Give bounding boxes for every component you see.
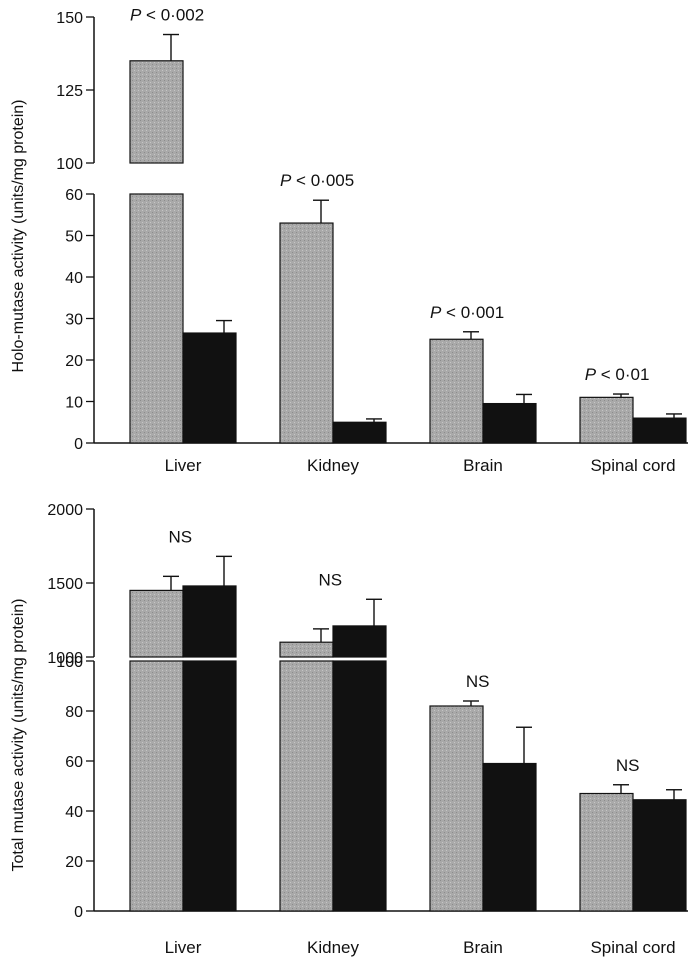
- bar-treated: [332, 660, 387, 912]
- significance-label: P < 0·002: [130, 6, 204, 25]
- holo-mutase-chart: Holo-mutase activity (units/mg protein) …: [10, 6, 688, 475]
- y-tick-label: 40: [65, 270, 83, 287]
- category-label: Kidney: [307, 456, 359, 475]
- y-tick-label: 80: [65, 704, 83, 721]
- bar-treated: [182, 660, 237, 912]
- significance-label: NS: [466, 672, 490, 691]
- bar-treated: [182, 332, 237, 444]
- y-tick-label: 1500: [47, 576, 83, 593]
- category-label: Brain: [463, 938, 503, 957]
- total-mutase-chart: Total mutase activity (units/mg protein)…: [10, 502, 688, 957]
- bar-control: [129, 660, 184, 912]
- bar-control: [129, 589, 184, 658]
- y-tick-label: 100: [56, 156, 83, 173]
- category-label: Liver: [165, 456, 202, 475]
- y-axis-label: Holo-mutase activity (units/mg protein): [10, 100, 27, 373]
- bar-control: [279, 222, 334, 444]
- y-tick-label: 150: [56, 10, 83, 27]
- category-label: Brain: [463, 456, 503, 475]
- category-label: Kidney: [307, 938, 359, 957]
- y-tick-label: 125: [56, 83, 83, 100]
- bar-treated: [332, 625, 387, 658]
- y-tick-label: 20: [65, 353, 83, 370]
- bar-control: [129, 193, 184, 444]
- bar-treated: [482, 402, 537, 444]
- y-tick-label: 60: [65, 754, 83, 771]
- y-tick-label: 100: [56, 654, 83, 671]
- y-tick-label: 40: [65, 804, 83, 821]
- bar-treated: [632, 417, 687, 444]
- bar-control: [279, 660, 334, 912]
- significance-label: NS: [319, 570, 343, 589]
- bar-control: [429, 705, 484, 912]
- y-tick-label: 50: [65, 229, 83, 246]
- category-label: Spinal cord: [590, 938, 675, 957]
- significance-label: P < 0·001: [430, 303, 504, 322]
- y-tick-label: 0: [74, 436, 83, 453]
- bar-treated: [482, 762, 537, 912]
- bar-treated: [332, 421, 387, 444]
- y-tick-label: 0: [74, 904, 83, 921]
- bar-treated: [182, 585, 237, 658]
- significance-label: NS: [169, 527, 193, 546]
- y-tick-label: 10: [65, 395, 83, 412]
- category-label: Liver: [165, 938, 202, 957]
- bar-control: [279, 641, 334, 658]
- y-tick-label: 60: [65, 187, 83, 204]
- category-label: Spinal cord: [590, 456, 675, 475]
- y-tick-label: 20: [65, 854, 83, 871]
- y-tick-label: 1000: [47, 650, 83, 667]
- bar-control: [579, 792, 634, 912]
- bar-control: [429, 338, 484, 444]
- significance-label: P < 0·005: [280, 171, 354, 190]
- bar-control: [129, 60, 184, 164]
- y-tick-label: 30: [65, 312, 83, 329]
- y-tick-label: 2000: [47, 502, 83, 519]
- bar-control: [579, 396, 634, 444]
- significance-label: P < 0·01: [585, 365, 650, 384]
- bar-treated: [632, 799, 687, 912]
- significance-label: NS: [616, 756, 640, 775]
- y-axis-label: Total mutase activity (units/mg protein): [10, 599, 27, 872]
